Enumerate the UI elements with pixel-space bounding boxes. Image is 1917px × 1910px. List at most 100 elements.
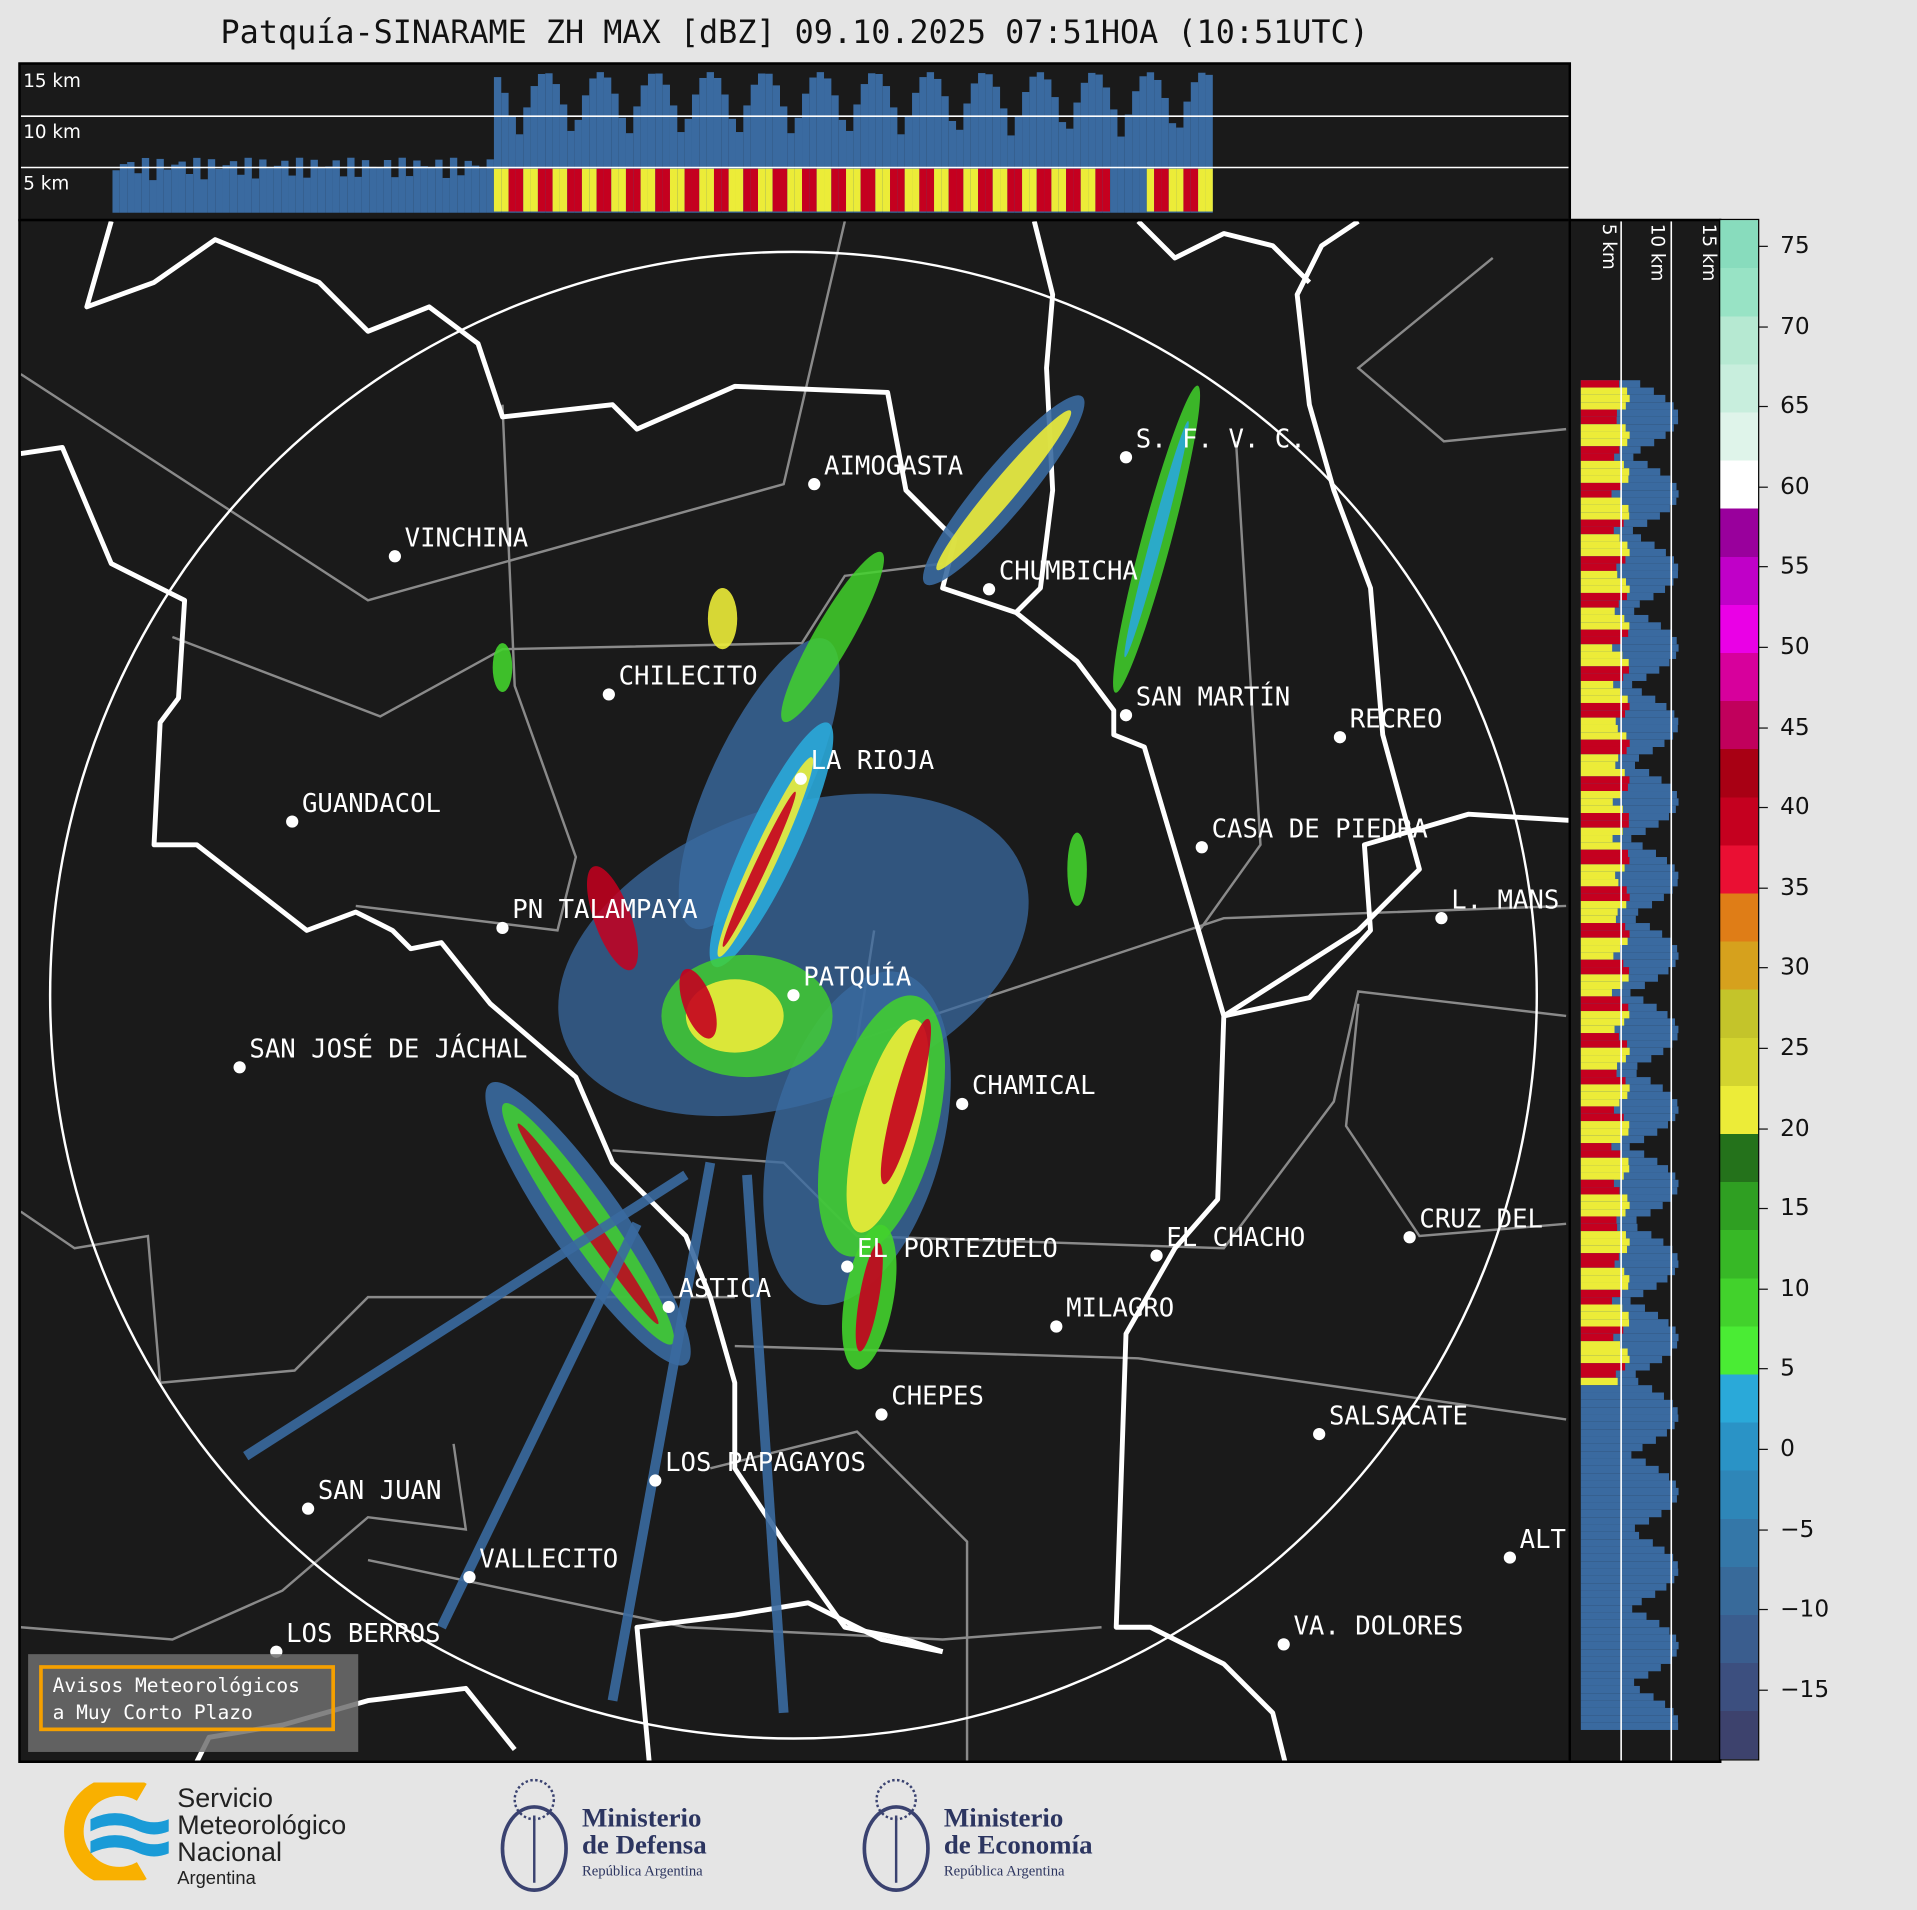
cross-section-echo bbox=[259, 159, 267, 213]
cross-section-core bbox=[699, 168, 707, 212]
city-marker[interactable]: L. MANS bbox=[1435, 885, 1559, 925]
cross-section-echo bbox=[178, 161, 186, 213]
cross-section-echo bbox=[1580, 1627, 1670, 1635]
cross-section-core bbox=[1580, 937, 1628, 946]
city-marker[interactable]: MILAGRO bbox=[1050, 1294, 1174, 1333]
cross-section-echo bbox=[1580, 791, 1677, 799]
cross-section-echo bbox=[1580, 563, 1679, 571]
cross-section-echo bbox=[941, 96, 949, 213]
warning-line-2: a Muy Corto Plazo bbox=[52, 1700, 253, 1724]
cross-section-core bbox=[1580, 1011, 1630, 1019]
city-label: L. MANS bbox=[1451, 885, 1559, 915]
city-marker[interactable]: RECREO bbox=[1333, 704, 1443, 744]
city-marker[interactable]: EL CHACHO bbox=[1150, 1223, 1305, 1262]
city-marker[interactable]: PN TALAMPAYA bbox=[496, 895, 698, 935]
cross-section-core bbox=[1580, 798, 1613, 806]
cross-section-echo bbox=[281, 160, 289, 213]
city-marker[interactable]: GUANDACOL bbox=[286, 789, 441, 828]
height-label-15km: 15 km bbox=[23, 69, 81, 92]
city-marker[interactable]: EL PORTEZUELO bbox=[841, 1234, 1058, 1273]
city-label: VALLECITO bbox=[479, 1544, 618, 1574]
cross-section-echo bbox=[354, 176, 362, 213]
cross-section-core bbox=[978, 168, 986, 212]
cross-section-core bbox=[1580, 629, 1629, 637]
city-label: VA. DOLORES bbox=[1293, 1612, 1463, 1642]
city-dot-icon bbox=[1403, 1231, 1416, 1244]
economia-line-3: República Argentina bbox=[943, 1861, 1065, 1880]
cross-section-echo bbox=[1580, 1172, 1676, 1180]
cross-section-core bbox=[926, 168, 935, 212]
cross-section-core bbox=[1580, 1260, 1615, 1268]
cross-section-core bbox=[860, 168, 869, 212]
city-marker[interactable]: SAN JOSÉ DE JÁCHAL bbox=[233, 1033, 528, 1074]
cross-section-echo bbox=[853, 104, 861, 213]
city-marker[interactable]: CHUMBICHA bbox=[982, 557, 1138, 596]
cross-section-echo bbox=[435, 159, 443, 213]
cross-section-echo bbox=[1580, 710, 1675, 718]
city-marker[interactable]: CHAMICAL bbox=[956, 1071, 1096, 1111]
side-cross-section-panel: 5 km 10 km 15 km bbox=[1568, 218, 1722, 1763]
city-marker[interactable]: PATQUÍA bbox=[787, 960, 911, 1002]
city-marker[interactable]: S. F. V. C. bbox=[1119, 424, 1306, 464]
city-marker[interactable]: VA. DOLORES bbox=[1277, 1612, 1464, 1651]
cross-section-core bbox=[618, 168, 626, 212]
cross-section-core bbox=[1580, 651, 1623, 659]
city-marker[interactable]: SALSACATE bbox=[1313, 1401, 1468, 1441]
cross-section-echo bbox=[1580, 416, 1679, 425]
city-marker[interactable]: CASA DE PIEDRA bbox=[1195, 814, 1428, 854]
city-dot-icon bbox=[233, 1061, 246, 1074]
height-label-5km: 5 km bbox=[23, 172, 70, 195]
cross-section-core bbox=[611, 168, 619, 212]
cross-section-echo bbox=[1580, 651, 1677, 659]
cross-section-echo bbox=[831, 95, 839, 213]
cross-section-core bbox=[1580, 1355, 1630, 1364]
cross-section-core bbox=[1580, 908, 1618, 916]
city-label: CHILECITO bbox=[619, 662, 758, 692]
cross-section-echo bbox=[1580, 1575, 1675, 1584]
city-marker[interactable]: LOS BERROS bbox=[270, 1619, 441, 1658]
cross-section-echo bbox=[1580, 1553, 1674, 1562]
cross-section-echo bbox=[1580, 959, 1676, 968]
city-marker[interactable]: LOS PAPAGAYOS bbox=[649, 1448, 866, 1487]
cross-section-echo bbox=[669, 105, 678, 213]
warning-box[interactable]: Avisos Meteorológicos a Muy Corto Plazo bbox=[28, 1654, 359, 1752]
cross-section-echo bbox=[1036, 72, 1045, 213]
city-marker[interactable]: AIMOGASTA bbox=[808, 451, 963, 491]
city-label: LA RIOJA bbox=[811, 746, 935, 776]
cross-section-echo bbox=[1580, 1700, 1666, 1708]
cross-section-core bbox=[1580, 710, 1626, 718]
city-marker[interactable]: SAN MARTÍN bbox=[1119, 680, 1290, 722]
cross-section-core bbox=[1580, 739, 1630, 747]
cross-section-echo bbox=[310, 159, 318, 213]
cross-section-echo bbox=[559, 104, 568, 213]
cross-section-core bbox=[1580, 1348, 1628, 1356]
cross-section-core bbox=[1580, 578, 1627, 586]
colorbar-tick-label: 70 bbox=[1758, 312, 1810, 339]
cross-section-core bbox=[1580, 1223, 1618, 1232]
cross-section-core bbox=[1580, 534, 1620, 542]
cross-section-echo bbox=[1580, 1612, 1647, 1620]
city-marker[interactable]: CHEPES bbox=[875, 1382, 984, 1421]
cross-section-echo bbox=[1580, 1502, 1672, 1510]
city-marker[interactable]: LA RIOJA bbox=[794, 746, 935, 785]
cross-section-core bbox=[1580, 424, 1626, 432]
cross-section-core bbox=[1044, 168, 1052, 212]
radar-echo bbox=[679, 968, 717, 1039]
city-dot-icon bbox=[463, 1571, 476, 1584]
city-marker[interactable]: CHILECITO bbox=[602, 662, 758, 701]
cross-section-core bbox=[1580, 746, 1627, 755]
city-marker[interactable]: ALT bbox=[1503, 1525, 1566, 1564]
city-marker[interactable]: CRUZ DEL bbox=[1403, 1204, 1543, 1244]
cross-section-echo bbox=[912, 92, 920, 213]
cross-section-echo bbox=[1580, 1333, 1679, 1342]
city-marker[interactable]: VINCHINA bbox=[388, 523, 529, 563]
cross-section-echo bbox=[1580, 1685, 1640, 1694]
city-label: VINCHINA bbox=[405, 523, 529, 553]
cross-section-echo bbox=[743, 105, 751, 213]
cross-section-echo bbox=[603, 77, 612, 213]
cross-section-echo bbox=[970, 83, 979, 213]
city-marker[interactable]: ASTICA bbox=[662, 1274, 772, 1314]
city-marker[interactable]: SAN JUAN bbox=[301, 1476, 441, 1515]
radar-map[interactable]: AIMOGASTA VINCHINA S. F. V. C. CHUMBICHA CHI… bbox=[18, 218, 1572, 1763]
city-marker[interactable]: VALLECITO bbox=[463, 1544, 618, 1584]
